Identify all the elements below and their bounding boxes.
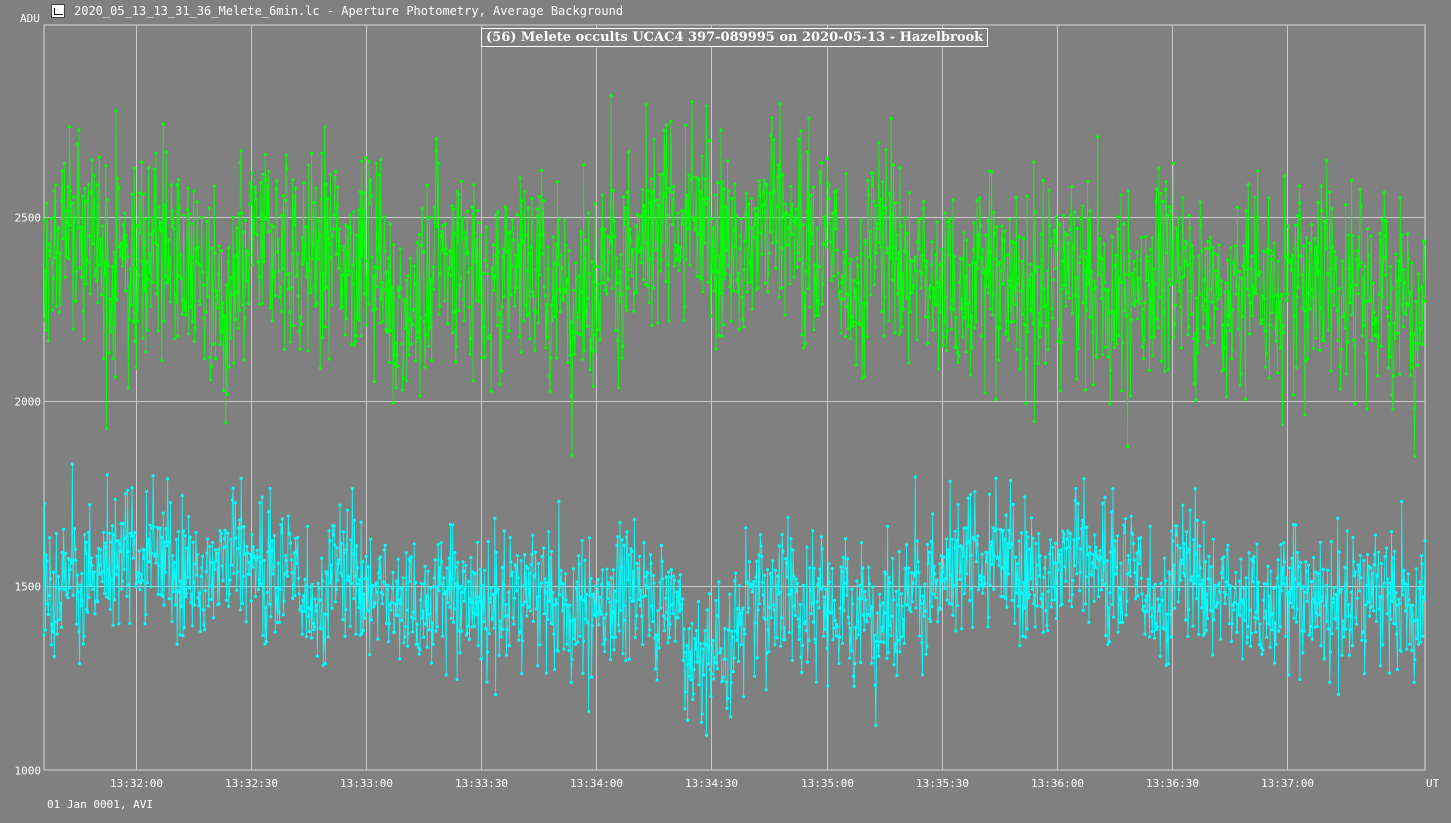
window-header: 2020_05_13_13_31_36_Melete_6min.lc - Ape… — [0, 0, 1451, 24]
x-tick-label: 13:33:00 — [340, 777, 393, 790]
series-layer — [42, 94, 1427, 737]
x-tick-label: 13:36:00 — [1031, 777, 1084, 790]
series-1 — [42, 462, 1427, 737]
series-points — [42, 462, 1427, 737]
x-tick-label: 13:35:30 — [916, 777, 969, 790]
tick-labels: 13:32:00 13:32:30 13:33:00 13:33:30 13:34:00… — [15, 212, 1314, 791]
x-tick-label: 13:35:00 — [801, 777, 854, 790]
y-tick-label: 2500 — [15, 212, 42, 225]
y-tick-label: 1500 — [15, 581, 42, 594]
x-tick-label: 13:34:00 — [570, 777, 623, 790]
x-axis-label: UT — [1426, 777, 1440, 790]
app-icon — [51, 4, 65, 18]
window-title: 2020_05_13_13_31_36_Melete_6min.lc - Ape… — [74, 4, 624, 18]
series-line — [43, 463, 1426, 736]
y-axis-label: ADU — [20, 12, 40, 25]
x-tick-label: 13:36:30 — [1146, 777, 1199, 790]
x-tick-label: 13:37:00 — [1261, 777, 1314, 790]
y-tick-label: 1000 — [15, 765, 42, 778]
series-line — [43, 95, 1426, 457]
plot-frame — [43, 24, 1426, 771]
x-tick-label: 13:32:30 — [225, 777, 278, 790]
chart-title: (56) Melete occults UCAC4 397-089995 on … — [481, 28, 989, 47]
x-tick-label: 13:32:00 — [110, 777, 163, 790]
y-tick-label: 2000 — [15, 396, 42, 409]
series-0 — [42, 94, 1427, 459]
date-label: 01 Jan 0001, AVI — [47, 798, 153, 811]
x-tick-label: 13:34:30 — [685, 777, 738, 790]
x-tick-label: 13:33:30 — [455, 777, 508, 790]
